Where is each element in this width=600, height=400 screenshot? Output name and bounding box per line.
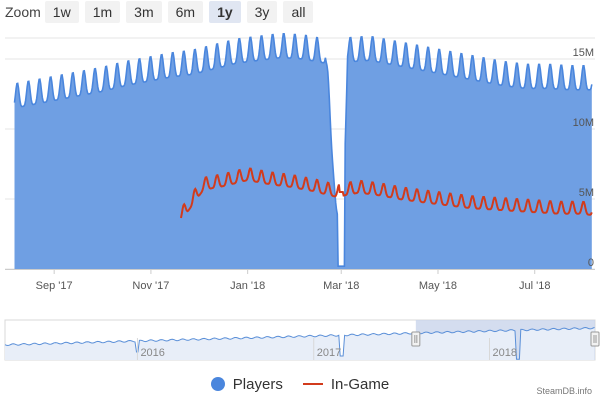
players-line (13, 33, 593, 267)
chart-legend: Players In-Game (0, 372, 600, 396)
zoom-all-button[interactable]: all (283, 1, 314, 23)
legend-item-players[interactable]: Players (210, 375, 283, 393)
in-game-line (180, 167, 593, 219)
navigator-area (5, 327, 595, 360)
credit-text: SteamDB.info (536, 386, 592, 396)
navigator-left-handle[interactable] (411, 331, 421, 347)
x-tick-label: Jan '18 (230, 280, 265, 292)
zoom-3y-button[interactable]: 3y (246, 1, 278, 23)
zoom-1y-button[interactable]: 1y (209, 1, 241, 23)
players-chart: 0 5M 10M 15M Sep '17 Nov '17 Jan '18 Mar '18 May… (4, 33, 600, 361)
x-tick-label: May '18 (419, 280, 457, 292)
zoom-bar: Zoom 1w 1m 3m 6m 1y 3y all (0, 0, 319, 24)
navigator-year-label: 2017 (317, 347, 341, 359)
navigator-year-label: 2018 (493, 347, 517, 359)
navigator-line (4, 326, 595, 360)
legend-item-in-game[interactable]: In-Game (302, 375, 390, 393)
zoom-6m-button[interactable]: 6m (167, 1, 204, 23)
legend-in-game-marker (302, 383, 323, 385)
y-tick-label: 0 (588, 257, 594, 269)
x-tick-label: Nov '17 (132, 280, 169, 292)
x-tick-label: Jul '18 (519, 280, 550, 292)
y-tick-label: 5M (579, 187, 594, 199)
x-tick-label: Sep '17 (36, 280, 73, 292)
players-area (14, 33, 592, 269)
y-tick-label: 10M (573, 117, 594, 129)
navigator-right-handle[interactable] (590, 331, 600, 347)
zoom-1m-button[interactable]: 1m (84, 1, 121, 23)
navigator-year-label: 2016 (140, 347, 164, 359)
legend-players-marker (210, 377, 225, 391)
legend-in-game-label: In-Game (330, 375, 390, 393)
zoom-3m-button[interactable]: 3m (126, 1, 162, 23)
zoom-1w-button[interactable]: 1w (44, 1, 79, 23)
y-tick-label: 15M (573, 47, 594, 59)
legend-players-label: Players (232, 375, 283, 393)
x-tick-label: Mar '18 (323, 280, 359, 292)
zoom-label: Zoom (5, 4, 41, 20)
